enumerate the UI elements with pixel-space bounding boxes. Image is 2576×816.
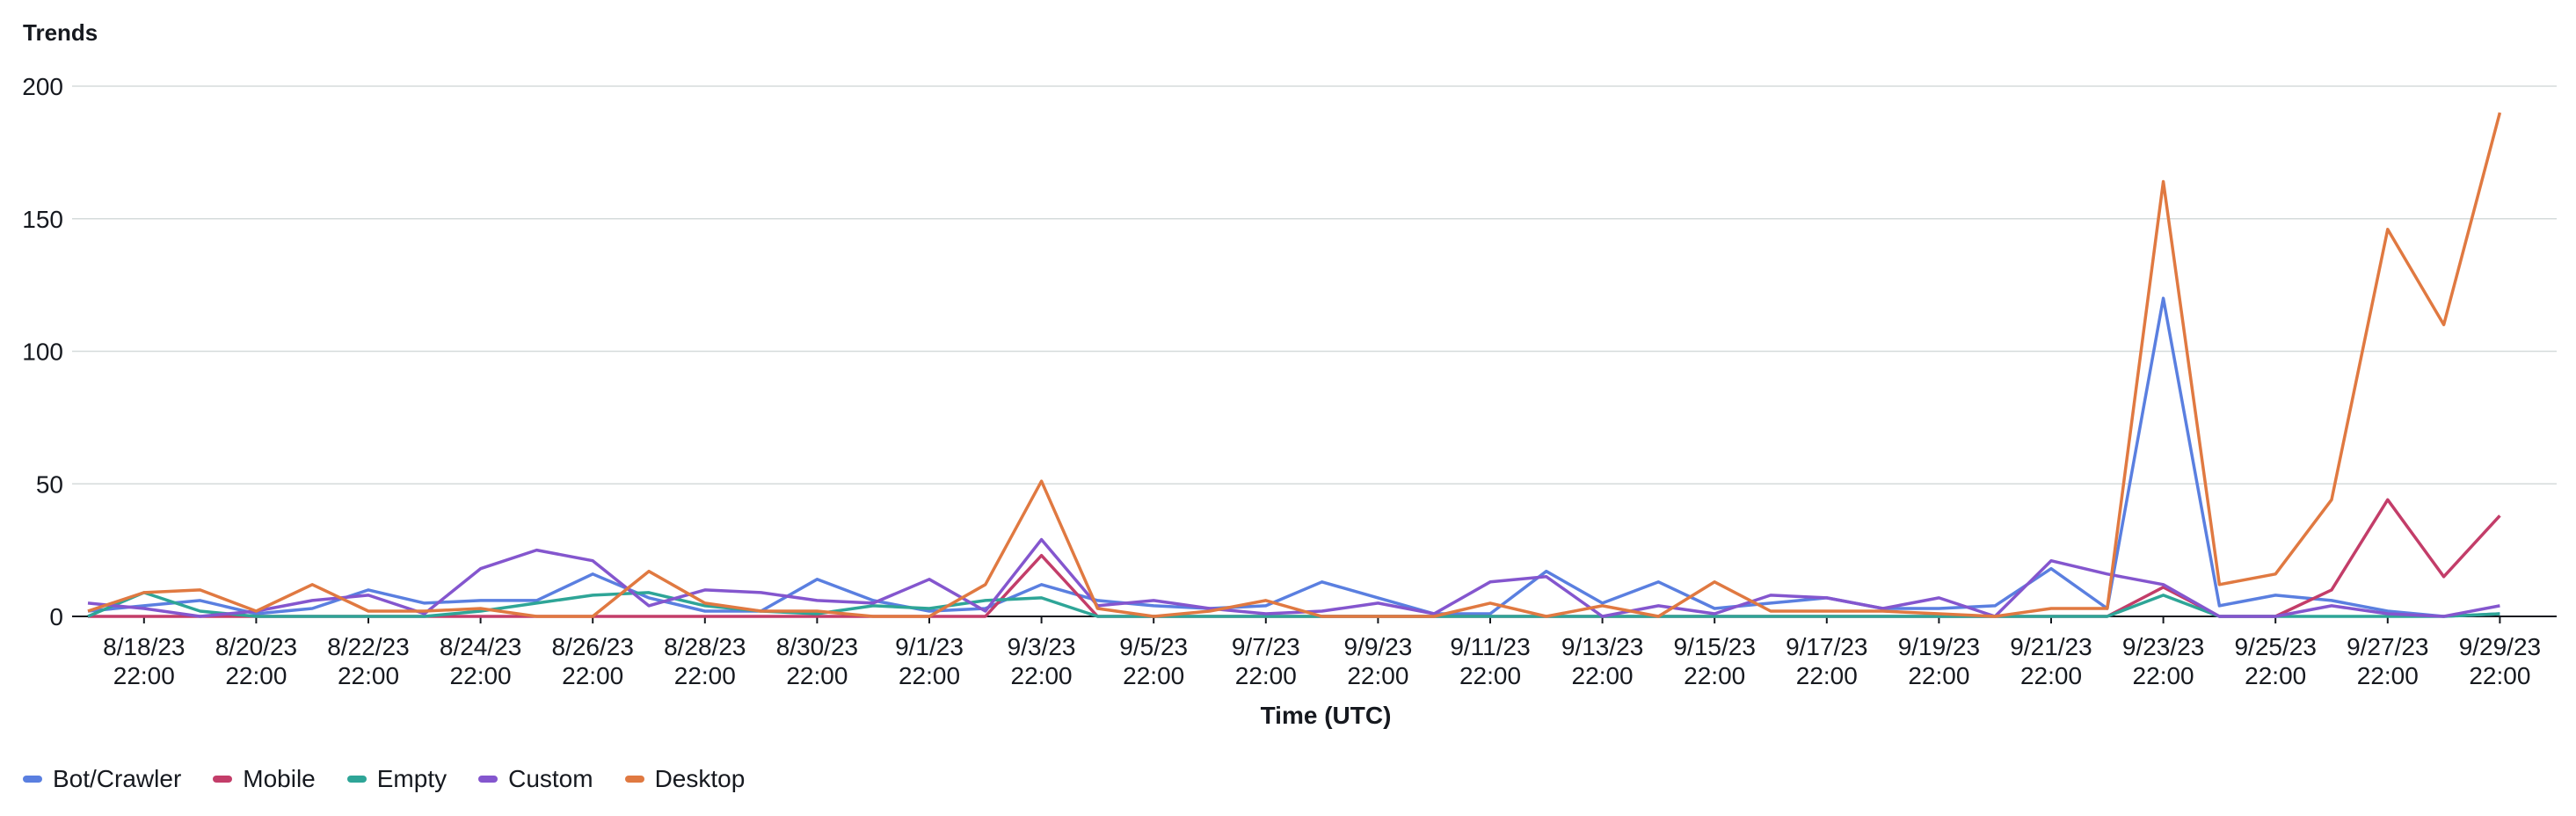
series-line-mobile[interactable] [88,498,2501,618]
x-tick-label: 8/18/23 22:00 [103,633,185,689]
x-tick-label: 8/22/23 22:00 [327,633,409,689]
x-tick-label: 8/20/23 22:00 [215,633,297,689]
y-tick-label: 50 [36,470,63,498]
legend-swatch [213,776,233,783]
x-axis-tick-labels: 8/18/23 22:00 8/20/23 22:00 8/22/23 22:00 8/24… [103,616,2541,689]
legend-label: Bot/Crawler [53,765,182,792]
x-tick-label: 9/21/23 22:00 [2010,633,2092,689]
x-tick-label: 8/26/23 22:00 [551,633,633,689]
x-tick-label: 9/9/23 22:00 [1343,633,1412,689]
legend-swatch [624,776,644,783]
series-lines [87,112,2502,618]
x-tick-label: 9/11/23 22:00 [1450,633,1530,689]
series-line-custom[interactable] [87,537,2500,618]
legend-label: Custom [508,765,593,792]
x-tick-label: 9/25/23 22:00 [2234,633,2316,689]
legend-item-mobile[interactable]: Mobile [213,765,316,793]
x-tick-label: 9/15/23 22:00 [1673,633,1755,689]
y-tick-label: 200 [22,73,63,100]
chart-legend: Bot/Crawler Mobile Empty Custom Desktop [23,765,745,793]
x-tick-label: 8/30/23 22:00 [776,633,858,689]
x-tick-label: 8/24/23 22:00 [440,633,521,689]
y-tick-label: 150 [22,206,63,233]
x-tick-label: 9/27/23 22:00 [2347,633,2428,689]
y-tick-label: 0 [49,603,63,630]
x-tick-label: 9/7/23 22:00 [1232,633,1300,689]
series-line-desktop[interactable] [87,112,2502,618]
legend-label: Mobile [243,765,316,792]
y-axis-tick-labels: 0 50 100 150 200 [22,73,63,630]
legend-label: Empty [376,765,448,792]
legend-swatch [346,776,367,783]
y-tick-label: 100 [22,339,63,366]
trends-line-chart: 0 50 100 150 200 8/18/23 22:00 8/20/23 22:00 8/2… [22,73,2557,729]
legend-item-desktop[interactable]: Desktop [624,765,746,793]
x-tick-label: 8/28/23 22:00 [664,633,746,689]
legend-item-empty[interactable]: Empty [346,765,448,793]
grid-lines [72,85,2557,617]
x-tick-label: 9/5/23 22:00 [1119,633,1188,689]
legend-swatch [23,776,42,783]
series-line-bot-crawler[interactable] [87,296,2500,618]
x-axis-label: Time (UTC) [1261,702,1392,729]
x-tick-label: 9/1/23 22:00 [895,633,964,689]
x-tick-label: 9/29/23 22:00 [2459,633,2541,689]
panel-title: Trends [23,19,98,46]
x-tick-label: 9/17/23 22:00 [1786,633,1867,689]
legend-swatch [478,776,498,783]
x-tick-label: 9/13/23 22:00 [1561,633,1643,689]
legend-item-custom[interactable]: Custom [478,765,593,793]
x-tick-label: 9/23/23 22:00 [2122,633,2204,689]
x-tick-label: 9/3/23 22:00 [1008,633,1076,689]
legend-label: Desktop [654,765,746,792]
x-tick-label: 9/19/23 22:00 [1898,633,1980,689]
legend-item-bot-crawler[interactable]: Bot/Crawler [23,765,181,793]
